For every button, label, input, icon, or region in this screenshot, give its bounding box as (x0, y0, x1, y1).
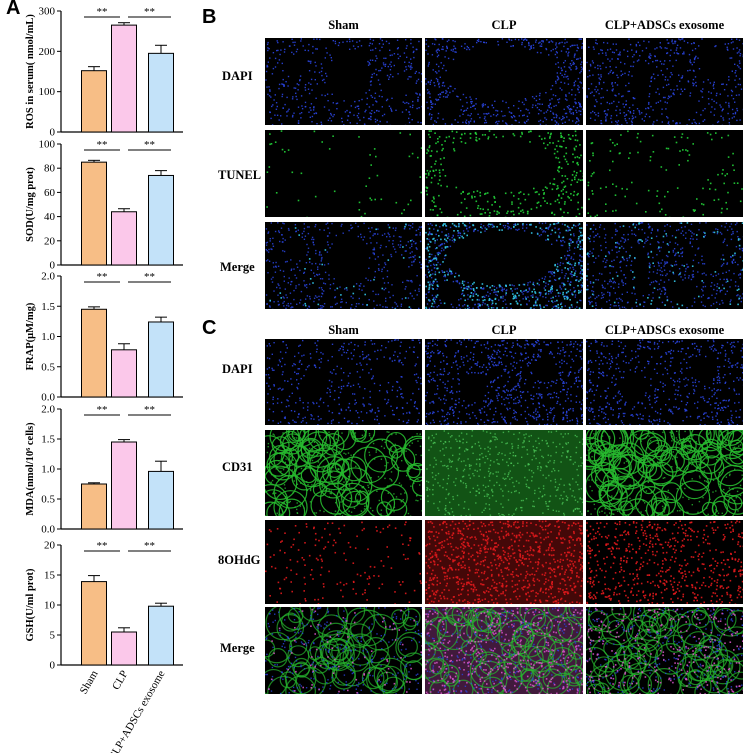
panel-c-cd31-sham-image (265, 430, 422, 516)
y-axis-label: SOD(U/mg prot) (25, 167, 36, 242)
y-tick-label: 0.5 (41, 494, 55, 506)
y-tick-label: 5 (50, 630, 56, 642)
y-axis-label: ROS in serum( nmol/mL) (25, 14, 36, 129)
panel-c-row-merge: Merge (220, 641, 255, 655)
panel-c-cd31-clp-image (425, 430, 583, 516)
panel-c-col-clp-adscs: CLP+ADSCs exosome (604, 323, 725, 337)
y-tick-label: 20 (44, 540, 56, 552)
y-tick-label: 100 (39, 139, 56, 151)
panel-c-8ohdg-sham-image (265, 520, 422, 604)
y-tick-label: 80 (44, 163, 56, 175)
y-tick-label: 0.5 (41, 361, 55, 373)
y-tick-label: 10 (44, 600, 56, 612)
panel-b-col-sham: Sham (328, 18, 359, 32)
significance-label: ** (144, 6, 155, 18)
y-tick-label: 60 (44, 187, 56, 199)
y-tick-label: 1.0 (41, 464, 55, 476)
bar (81, 581, 107, 666)
panel-c-row-8ohdg: 8OHdG (218, 553, 261, 567)
y-tick-label: 1.5 (41, 301, 55, 313)
bar (111, 631, 137, 666)
y-tick-label: 0 (50, 660, 56, 672)
panel-b-col-clp: CLP (491, 18, 517, 32)
y-tick-label: 0.0 (41, 392, 55, 404)
significance-label: ** (97, 404, 108, 416)
y-axis-label: GSH(U/ml prot) (25, 568, 36, 642)
panel-c-label: C (202, 317, 217, 339)
panel-b-tunel-sham-image (265, 130, 422, 217)
y-tick-label: 15 (44, 570, 56, 582)
y-tick-label: 1.5 (41, 434, 55, 446)
panel-b-row-tunel: TUNEL (218, 168, 262, 182)
y-tick-label: 200 (39, 46, 56, 58)
x-tick-label: CLP (110, 669, 130, 692)
y-tick-label: 1.0 (41, 331, 55, 343)
y-axis-label: FRAP(μM/mg) (25, 302, 36, 370)
panel-c-dapi-clp-image (425, 339, 583, 425)
panel-c-8ohdg-clp-adscs-image (586, 520, 743, 604)
bar (148, 605, 174, 666)
bar (148, 321, 174, 398)
y-tick-label: 0 (50, 260, 56, 272)
bar (81, 70, 107, 133)
bar (148, 52, 174, 133)
significance-label: ** (97, 139, 108, 151)
panel-c-dapi-sham-image (265, 339, 422, 425)
panel-c-merge-clp-image (425, 607, 583, 694)
significance-label: ** (144, 404, 155, 416)
panel-c-cd31-clp-adscs-image (586, 430, 743, 516)
bar (81, 483, 107, 530)
bar (111, 441, 137, 530)
bar (111, 349, 137, 398)
panel-c-row-dapi: DAPI (222, 362, 253, 376)
panel-b-col-clp-adscs: CLP+ADSCs exosome (604, 18, 725, 32)
panel-c-merge-clp-adscs-image (586, 607, 743, 694)
panel-b-tunel-clp-image (425, 130, 583, 217)
panel-a-label: A (6, 0, 21, 19)
y-tick-label: 100 (39, 86, 56, 98)
y-tick-label: 0 (50, 127, 56, 139)
significance-label: ** (144, 540, 155, 552)
significance-label: ** (144, 139, 155, 151)
panel-c-dapi-clp-adscs-image (586, 339, 743, 425)
panel-c-merge-sham-image (265, 607, 422, 694)
panel-c-row-cd31: CD31 (222, 460, 253, 474)
y-tick-label: 20 (44, 235, 56, 247)
panel-c-col-clp: CLP (491, 323, 517, 337)
panel-c-8ohdg-clp-image (425, 520, 583, 604)
panel-b-dapi-clp-image (425, 38, 583, 125)
bar (148, 470, 174, 530)
bar (148, 174, 174, 266)
panel-b-row-dapi: DAPI (222, 69, 253, 83)
bar (111, 24, 137, 133)
y-tick-label: 40 (44, 211, 56, 223)
panel-b-merge-clp-adscs-image (586, 222, 743, 309)
panel-b-merge-clp-image (425, 222, 583, 309)
panel-b-tunel-clp-adscs-image (586, 130, 743, 217)
panel-c-col-sham: Sham (328, 323, 359, 337)
bar (81, 308, 107, 398)
bar (81, 161, 107, 266)
significance-label: ** (97, 6, 108, 18)
panel-b-row-merge: Merge (220, 260, 255, 274)
y-axis-label: MDA(nmol/10⁶ cells) (25, 422, 36, 516)
bar (111, 211, 137, 266)
significance-label: ** (97, 271, 108, 283)
y-tick-label: 2.0 (41, 271, 55, 283)
y-tick-label: 300 (39, 6, 56, 18)
x-tick-label: Sham (78, 668, 101, 696)
significance-label: ** (97, 540, 108, 552)
y-tick-label: 0.0 (41, 524, 55, 536)
y-tick-label: 2.0 (41, 404, 55, 416)
panel-b-label: B (202, 6, 217, 28)
panel-b-dapi-sham-image (265, 38, 422, 125)
significance-label: ** (144, 271, 155, 283)
panel-b-merge-sham-image (265, 222, 422, 309)
panel-b-dapi-clp-adscs-image (586, 38, 743, 125)
